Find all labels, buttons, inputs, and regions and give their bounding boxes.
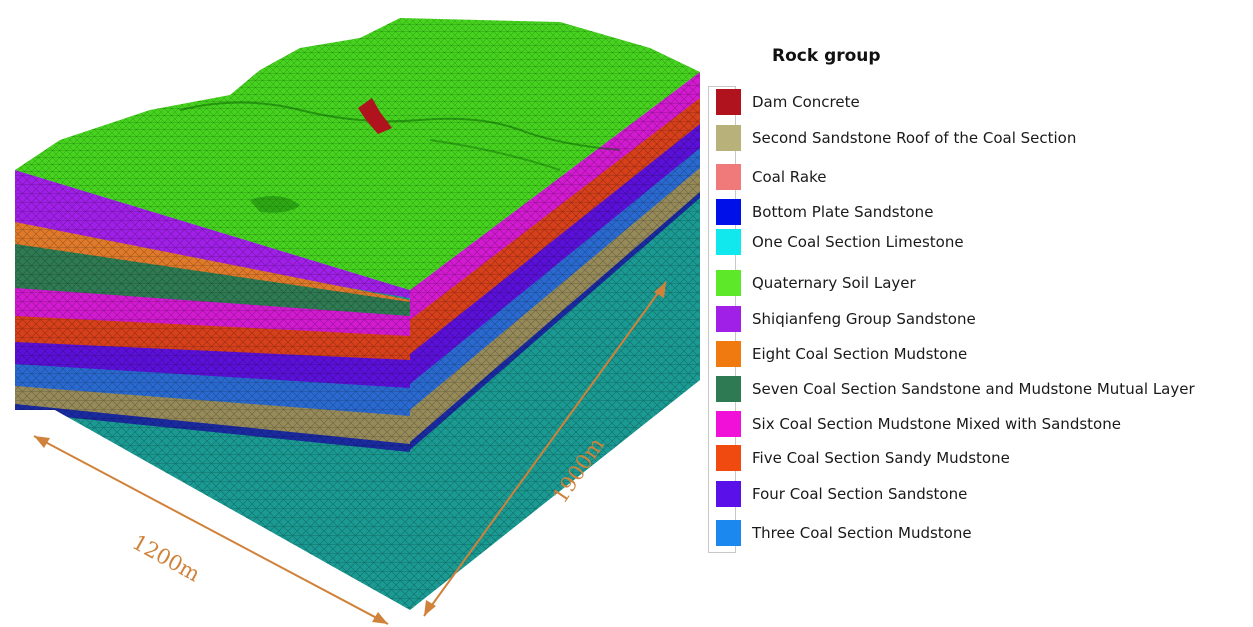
legend-label: Second Sandstone Roof of the Coal Sectio… — [752, 129, 1077, 147]
legend-swatch — [716, 89, 741, 115]
legend-swatch — [716, 411, 741, 437]
length-dimension-arrow — [423, 281, 667, 617]
legend-label: Five Coal Section Sandy Mudstone — [752, 449, 1010, 467]
legend-label: Coal Rake — [752, 168, 827, 186]
legend-swatch — [716, 229, 741, 255]
legend-title: Rock group — [772, 46, 881, 66]
legend-label: Quaternary Soil Layer — [752, 274, 916, 292]
legend-label: One Coal Section Limestone — [752, 233, 964, 251]
legend-swatch — [716, 341, 741, 367]
legend-swatch — [716, 520, 741, 546]
legend-swatch — [716, 481, 741, 507]
legend-swatch — [716, 376, 741, 402]
legend-label: Bottom Plate Sandstone — [752, 203, 934, 221]
legend-swatch — [716, 445, 741, 471]
legend-swatch — [716, 164, 741, 190]
legend-label: Eight Coal Section Mudstone — [752, 345, 968, 363]
top-surface — [15, 18, 700, 290]
legend-label: Three Coal Section Mudstone — [752, 524, 972, 542]
legend-label: Six Coal Section Mudstone Mixed with San… — [752, 415, 1121, 433]
legend-swatch — [716, 306, 741, 332]
legend-label: Four Coal Section Sandstone — [752, 485, 968, 503]
width-dimension-arrow — [33, 435, 389, 625]
dam-concrete-feature — [358, 98, 392, 134]
legend-label: Dam Concrete — [752, 93, 860, 111]
legend-label: Seven Coal Section Sandstone and Mudston… — [752, 380, 1195, 398]
legend-swatch — [716, 125, 741, 151]
legend-swatch — [716, 270, 741, 296]
legend-swatch — [716, 199, 741, 225]
legend-label: Shiqianfeng Group Sandstone — [752, 310, 976, 328]
